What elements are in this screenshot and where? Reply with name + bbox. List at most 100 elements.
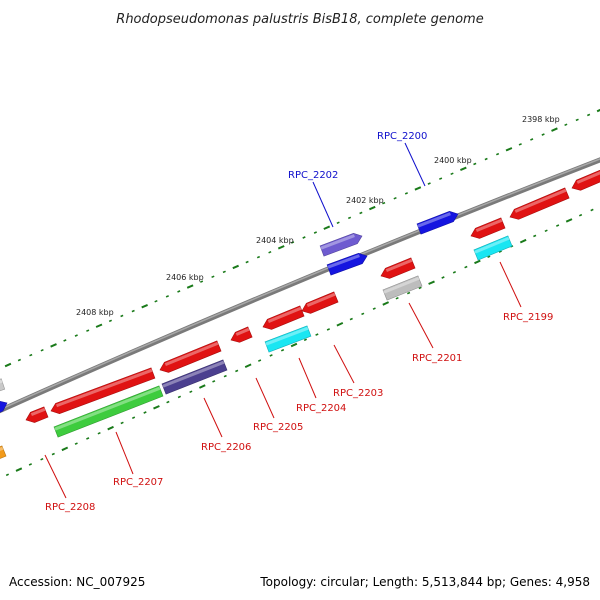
scale-tick: [186, 284, 194, 289]
scale-tick: [189, 390, 193, 394]
gene-rpc-2202-upper[interactable]: [319, 231, 364, 257]
kbp-label-2408: 2408 kbp: [76, 308, 114, 317]
scale-tick: [530, 138, 534, 141]
scale-tick: [302, 236, 306, 239]
scale-tick: [120, 421, 124, 425]
scale-tick: [277, 245, 285, 250]
kbp-label-2398: 2398 kbp: [522, 115, 560, 124]
gene-label-rpc-2200[interactable]: RPC_2200: [377, 131, 427, 142]
gene-label-rpc-2201[interactable]: RPC_2201: [412, 353, 462, 364]
leader-line-rpc-2206: [203, 397, 223, 438]
gene-rpc-2201-red[interactable]: [379, 257, 416, 281]
scale-tick: [533, 234, 537, 238]
gene-features: [0, 168, 600, 461]
scale-tick: [198, 384, 206, 389]
scale-tick: [464, 265, 468, 269]
gene-left-gray[interactable]: [0, 378, 6, 393]
scale-tick: [518, 143, 522, 146]
gene-rpc-2199[interactable]: [473, 235, 513, 261]
scale-tick: [495, 152, 500, 156]
scale-tick: [418, 286, 422, 290]
kbp-label-2402: 2402 kbp: [346, 196, 384, 205]
gene-rpc-2204[interactable]: [264, 325, 312, 353]
scale-tick: [590, 208, 594, 212]
scale-tick: [40, 457, 44, 461]
gene-rpc-2206-red[interactable]: [158, 340, 222, 375]
scale-tick: [256, 255, 261, 259]
genome-backbone-highlight: [0, 158, 600, 411]
scale-tick: [498, 250, 502, 253]
gene-left-blue[interactable]: [0, 398, 9, 415]
scale-tick: [347, 216, 352, 220]
gene-label-rpc-2204[interactable]: RPC_2204: [296, 403, 346, 414]
scale-tick: [359, 211, 363, 215]
scale-tick: [382, 301, 390, 306]
scale-tick: [323, 225, 331, 230]
scale-tick: [165, 295, 170, 298]
leader-line-rpc-2208: [44, 454, 67, 499]
scale-tick: [505, 147, 513, 152]
accession-label: Accession: NC_007925: [9, 575, 145, 589]
scale-tick: [29, 353, 33, 357]
scale-tick: [487, 255, 491, 259]
scale-tick: [143, 411, 147, 414]
gene-rpc-2201[interactable]: [382, 275, 423, 301]
gene-label-rpc-2208[interactable]: RPC_2208: [45, 502, 95, 513]
scale-tick: [5, 473, 10, 477]
scale-tick: [61, 446, 69, 452]
scale-tick: [406, 291, 411, 295]
gene-label-rpc-2202[interactable]: RPC_2202: [288, 170, 338, 181]
scale-tick: [95, 323, 103, 328]
leader-line-rpc-2201: [408, 302, 434, 349]
gene-right-red-1[interactable]: [508, 187, 570, 222]
inner-scale-ticks: [5, 208, 594, 477]
gene-rpc-2207[interactable]: [53, 385, 164, 438]
scale-tick: [235, 369, 239, 373]
scale-tick: [450, 172, 454, 176]
gene-left-orange[interactable]: [0, 445, 7, 461]
scale-tick: [555, 224, 560, 227]
gene-rpc-2207-red[interactable]: [49, 367, 156, 416]
scale-tick: [575, 118, 579, 122]
gene-rpc-2205[interactable]: [229, 326, 253, 345]
gene-rpc-2200[interactable]: [416, 209, 460, 235]
scale-tick: [404, 192, 409, 195]
scale-tick: [586, 113, 591, 117]
scale-tick: [484, 157, 488, 161]
scale-tick: [97, 431, 101, 435]
scale-tick: [369, 205, 376, 211]
scale-tick: [51, 452, 55, 456]
scale-tick: [141, 303, 148, 309]
scale-tick: [211, 275, 215, 279]
gene-label-rpc-2205[interactable]: RPC_2205: [253, 422, 303, 433]
gene-label-rpc-2203[interactable]: RPC_2203: [333, 388, 383, 399]
gene-label-rpc-2207[interactable]: RPC_2207: [113, 477, 163, 488]
scale-tick: [199, 280, 204, 283]
scale-tick: [427, 182, 431, 185]
scale-tick: [4, 362, 12, 368]
scale-tick: [131, 416, 136, 420]
gene-rpc-2204-red[interactable]: [261, 305, 305, 332]
scale-tick: [120, 314, 124, 318]
scale-tick: [177, 290, 181, 293]
scale-tick: [28, 463, 33, 466]
gene-label-rpc-2199[interactable]: RPC_2199: [503, 312, 553, 323]
scale-tick: [212, 380, 216, 383]
scale-tick: [223, 374, 227, 378]
gene-rpc-2203[interactable]: [300, 291, 339, 316]
genome-backbone: [0, 157, 600, 414]
scale-tick: [50, 343, 57, 348]
scale-tick: [63, 339, 67, 342]
scale-tick: [544, 229, 548, 233]
gene-right-red-2[interactable]: [570, 168, 600, 193]
gene-rpc-2208[interactable]: [24, 406, 49, 425]
gene-rpc-2206[interactable]: [161, 359, 228, 395]
scale-tick: [245, 260, 249, 264]
scale-tick: [565, 218, 573, 223]
genome-summary: Topology: circular; Length: 5,513,844 bp…: [259, 575, 590, 589]
gene-label-rpc-2206[interactable]: RPC_2206: [201, 442, 251, 453]
gene-rpc-2199-red[interactable]: [469, 217, 506, 241]
scale-tick: [131, 309, 135, 313]
scale-tick: [578, 213, 583, 217]
gene-rpc-2202-lower[interactable]: [326, 251, 369, 276]
